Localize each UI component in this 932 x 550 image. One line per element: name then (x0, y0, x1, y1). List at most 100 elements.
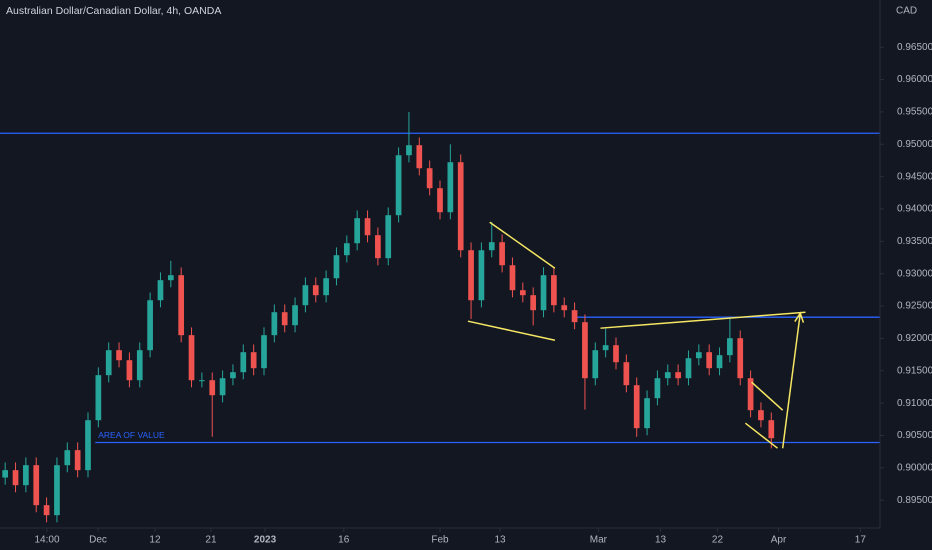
candle-body (509, 265, 516, 291)
y-tick-label: 0.91000 (897, 398, 932, 409)
candle-body (178, 275, 185, 336)
candle-body (675, 372, 681, 379)
candle-body (437, 188, 443, 213)
candle-body (706, 352, 713, 369)
candle-body (644, 398, 650, 429)
candle-body (64, 450, 71, 466)
x-tick-label: Dec (89, 535, 107, 546)
candle-body (488, 242, 495, 251)
candle-body (85, 420, 91, 471)
candle-body (281, 312, 288, 326)
candle-body (219, 378, 226, 396)
y-tick-label: 0.90000 (897, 462, 932, 473)
trendline (489, 221, 556, 269)
candle-body (385, 215, 392, 259)
candle-body (727, 338, 733, 356)
y-tick-label: 0.94500 (897, 171, 932, 182)
candle-body (571, 310, 578, 323)
candle-body (343, 243, 350, 256)
candle-body (250, 352, 257, 369)
candle-body (457, 162, 464, 251)
y-tick-label: 0.89500 (897, 495, 932, 506)
candle-body (292, 305, 298, 326)
plot-area: AREA OF VALUE (0, 111, 880, 523)
candle-body (230, 372, 236, 379)
y-tick-label: 0.90500 (897, 430, 932, 441)
level-label: AREA OF VALUE (98, 430, 165, 440)
candle-body (105, 350, 112, 376)
candle-body (354, 218, 361, 244)
x-tick-label: 13 (494, 535, 506, 546)
y-tick-label: 0.96000 (897, 74, 932, 85)
candle-body (447, 162, 454, 213)
candle-body (271, 312, 278, 336)
candle-body (209, 380, 216, 396)
candle-body (147, 300, 153, 351)
x-tick-label: Feb (431, 535, 449, 546)
x-tick-label: 21 (205, 535, 217, 546)
candle-body (116, 350, 122, 361)
candle-body (136, 350, 143, 381)
candle-body (768, 420, 775, 439)
candle-body (2, 470, 9, 478)
y-tick-label: 0.92000 (897, 333, 932, 344)
y-tick-label: 0.93000 (897, 268, 932, 279)
candle-body (74, 450, 81, 471)
candle-body (695, 352, 702, 359)
y-tick-label: 0.95500 (897, 107, 932, 118)
candle-body (613, 345, 619, 363)
candle-body (406, 145, 412, 156)
candle-body (540, 275, 547, 311)
candle-body (654, 378, 661, 399)
x-tick-label: 2023 (254, 535, 277, 546)
candle-body (12, 470, 19, 486)
y-tick-label: 0.96500 (897, 42, 932, 53)
y-tick-label: 0.94000 (897, 204, 932, 215)
candle-body (592, 350, 599, 379)
candle-body (240, 352, 247, 373)
x-tick-label: 22 (712, 535, 724, 546)
trendline (467, 320, 556, 341)
candle-body (199, 380, 205, 382)
trendline (781, 313, 802, 449)
candle-body (33, 465, 40, 506)
candle-body (261, 335, 267, 369)
candle-body (530, 295, 537, 311)
candle-body (716, 355, 723, 369)
candle-body (323, 278, 329, 296)
candle-body (23, 465, 29, 486)
candle-body (312, 285, 319, 296)
x-tick-label: 13 (655, 535, 667, 546)
candle-body (302, 285, 309, 306)
candle-body (602, 345, 609, 351)
y-tick-label: 0.93500 (897, 236, 932, 247)
candle-body (499, 242, 505, 266)
candle-body (478, 250, 485, 301)
trendline (751, 381, 784, 411)
arrow-head (794, 311, 805, 323)
currency-label: CAD (896, 6, 917, 17)
candle-body (426, 168, 433, 189)
candle-body (551, 275, 557, 306)
candle-body (375, 235, 381, 259)
candle-body (737, 338, 744, 379)
candle-body (167, 275, 174, 281)
x-tick-label: 14:00 (34, 535, 59, 546)
candle-body (416, 145, 423, 169)
candle-body (561, 305, 568, 311)
candle-body (95, 375, 102, 421)
x-tick-label: Apr (771, 535, 787, 546)
y-tick-label: 0.92500 (897, 301, 932, 312)
candle-body (43, 505, 50, 516)
candle-body (157, 280, 164, 301)
candle-body (747, 378, 754, 411)
candle-body (468, 250, 474, 301)
chart-title: Australian Dollar/Canadian Dollar, 4h, O… (6, 5, 221, 17)
x-tick-label: 17 (855, 535, 867, 546)
candle-body (364, 218, 371, 236)
candle-body (664, 372, 671, 379)
candle-body (758, 410, 764, 421)
candle-body (333, 255, 340, 279)
